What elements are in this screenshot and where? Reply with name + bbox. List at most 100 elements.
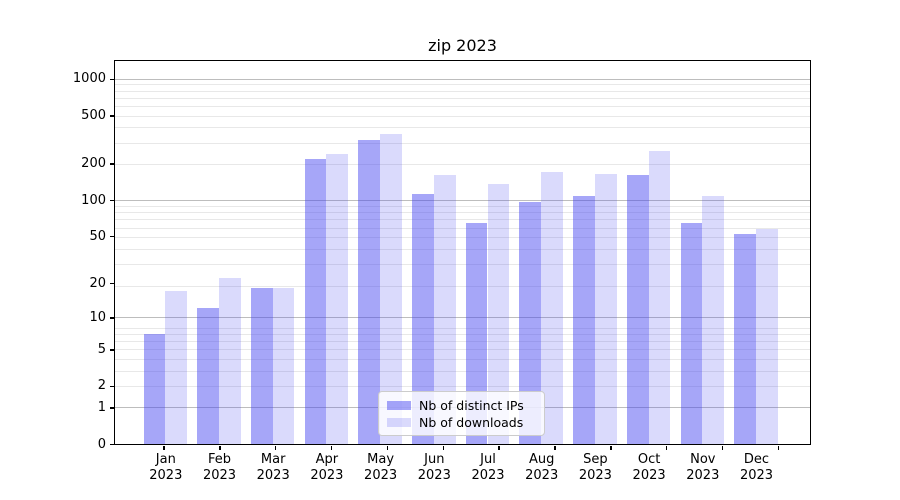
- y-tick-label: 100: [81, 192, 106, 208]
- bar-nb-of-downloads-oct-2023: [648, 150, 671, 444]
- y-tick: [110, 199, 114, 202]
- plot-area: [113, 59, 811, 445]
- legend-item-downloads: Nb of downloads: [387, 414, 536, 430]
- bar-nb-of-distinct-ips-aug-2023: [519, 202, 542, 444]
- y-tick: [110, 235, 114, 238]
- y-tick-label: 1000: [72, 71, 106, 87]
- chart-title: zip 2023: [428, 36, 497, 55]
- minor-gridline: [114, 334, 810, 336]
- x-tick-label: Apr 2023: [310, 452, 344, 483]
- y-tick-label: 5: [97, 341, 106, 357]
- bar-nb-of-downloads-jul-2023: [487, 184, 510, 444]
- minor-gridline: [114, 285, 810, 287]
- minor-gridline: [114, 227, 810, 229]
- major-gridline: [114, 78, 810, 80]
- minor-gridline: [114, 358, 810, 360]
- x-tick: [330, 446, 333, 450]
- x-tick: [274, 446, 277, 450]
- x-tick: [498, 446, 500, 450]
- x-tick: [610, 446, 612, 450]
- bar-nb-of-distinct-ips-feb-2023: [197, 308, 219, 444]
- y-tick: [110, 78, 114, 81]
- x-tick: [721, 446, 724, 450]
- bar-nb-of-distinct-ips-may-2023: [358, 139, 381, 444]
- x-tick: [554, 446, 556, 450]
- y-tick-label: 200: [81, 156, 106, 172]
- y-tick-label: 2: [97, 378, 106, 394]
- major-gridline: [114, 317, 810, 319]
- legend-label-distinct-ips: Nb of distinct IPs: [419, 397, 524, 413]
- minor-gridline: [114, 249, 810, 251]
- legend-swatch-downloads: [387, 417, 411, 427]
- y-tick-label: 50: [89, 228, 106, 244]
- bar-nb-of-distinct-ips-nov-2023: [680, 222, 703, 444]
- legend: Nb of distinct IPs Nb of downloads: [378, 391, 545, 436]
- y-tick: [110, 443, 114, 446]
- bar-nb-of-distinct-ips-dec-2023: [734, 234, 756, 444]
- y-tick-label: 20: [89, 275, 106, 291]
- minor-gridline: [114, 90, 810, 92]
- bar-nb-of-distinct-ips-jul-2023: [465, 223, 488, 444]
- minor-gridline: [114, 105, 810, 107]
- x-tick-label: Feb 2023: [202, 452, 237, 483]
- minor-gridline: [114, 341, 810, 343]
- y-tick-label: 1: [97, 399, 106, 415]
- bar-nb-of-distinct-ips-oct-2023: [626, 175, 649, 444]
- bar-nb-of-distinct-ips-apr-2023: [304, 158, 327, 444]
- bar-nb-of-downloads-mar-2023: [272, 288, 295, 444]
- minor-gridline: [114, 349, 810, 351]
- bar-nb-of-downloads-apr-2023: [326, 154, 349, 444]
- minor-gridline: [114, 219, 810, 221]
- x-tick: [219, 446, 221, 450]
- x-tick-label: May 2023: [364, 452, 398, 483]
- minor-gridline: [114, 212, 810, 214]
- x-tick: [777, 446, 780, 450]
- y-tick: [110, 407, 114, 409]
- y-tick-label: 0: [97, 436, 106, 452]
- x-tick-label: Jan 2023: [149, 452, 183, 483]
- bar-nb-of-downloads-nov-2023: [702, 196, 725, 444]
- minor-gridline: [114, 370, 810, 372]
- major-gridline: [114, 200, 810, 202]
- minor-gridline: [114, 385, 810, 387]
- legend-label-downloads: Nb of downloads: [419, 414, 524, 430]
- y-tick: [110, 385, 114, 388]
- x-tick-label: Nov 2023: [686, 452, 720, 483]
- bar-nb-of-downloads-may-2023: [380, 134, 402, 444]
- minor-gridline: [114, 206, 810, 208]
- minor-gridline: [114, 84, 810, 86]
- x-tick-label: Mar 2023: [256, 452, 290, 483]
- x-tick: [665, 446, 668, 450]
- minor-gridline: [114, 115, 810, 117]
- x-tick: [442, 446, 445, 450]
- minor-gridline: [114, 237, 810, 239]
- bar-nb-of-downloads-jun-2023: [433, 175, 456, 444]
- minor-gridline: [114, 97, 810, 99]
- minor-gridline: [114, 163, 810, 165]
- x-tick-label: Sep 2023: [578, 452, 612, 483]
- x-tick-label: Aug 2023: [525, 452, 559, 483]
- y-tick-label: 500: [81, 107, 106, 123]
- legend-swatch-distinct-ips: [387, 400, 411, 410]
- legend-item-distinct-ips: Nb of distinct IPs: [387, 397, 536, 413]
- bar-nb-of-distinct-ips-sep-2023: [573, 196, 595, 444]
- bar-nb-of-distinct-ips-jun-2023: [412, 194, 434, 444]
- bar-nb-of-downloads-aug-2023: [541, 171, 563, 444]
- bar-nb-of-distinct-ips-mar-2023: [250, 288, 273, 444]
- y-tick: [110, 349, 114, 351]
- y-tick: [110, 163, 114, 165]
- bar-nb-of-downloads-jan-2023: [165, 291, 188, 444]
- x-tick-label: Oct 2023: [632, 452, 666, 483]
- bar-nb-of-downloads-dec-2023: [756, 229, 778, 444]
- bar-nb-of-downloads-feb-2023: [219, 278, 241, 444]
- minor-gridline: [114, 327, 810, 329]
- x-tick: [386, 446, 389, 450]
- minor-gridline: [114, 264, 810, 266]
- x-tick-label: Jun 2023: [417, 452, 451, 483]
- bar-nb-of-distinct-ips-jan-2023: [143, 334, 166, 444]
- minor-gridline: [114, 142, 810, 144]
- y-tick: [110, 282, 114, 285]
- y-tick: [110, 317, 114, 319]
- bar-nb-of-downloads-sep-2023: [594, 174, 617, 444]
